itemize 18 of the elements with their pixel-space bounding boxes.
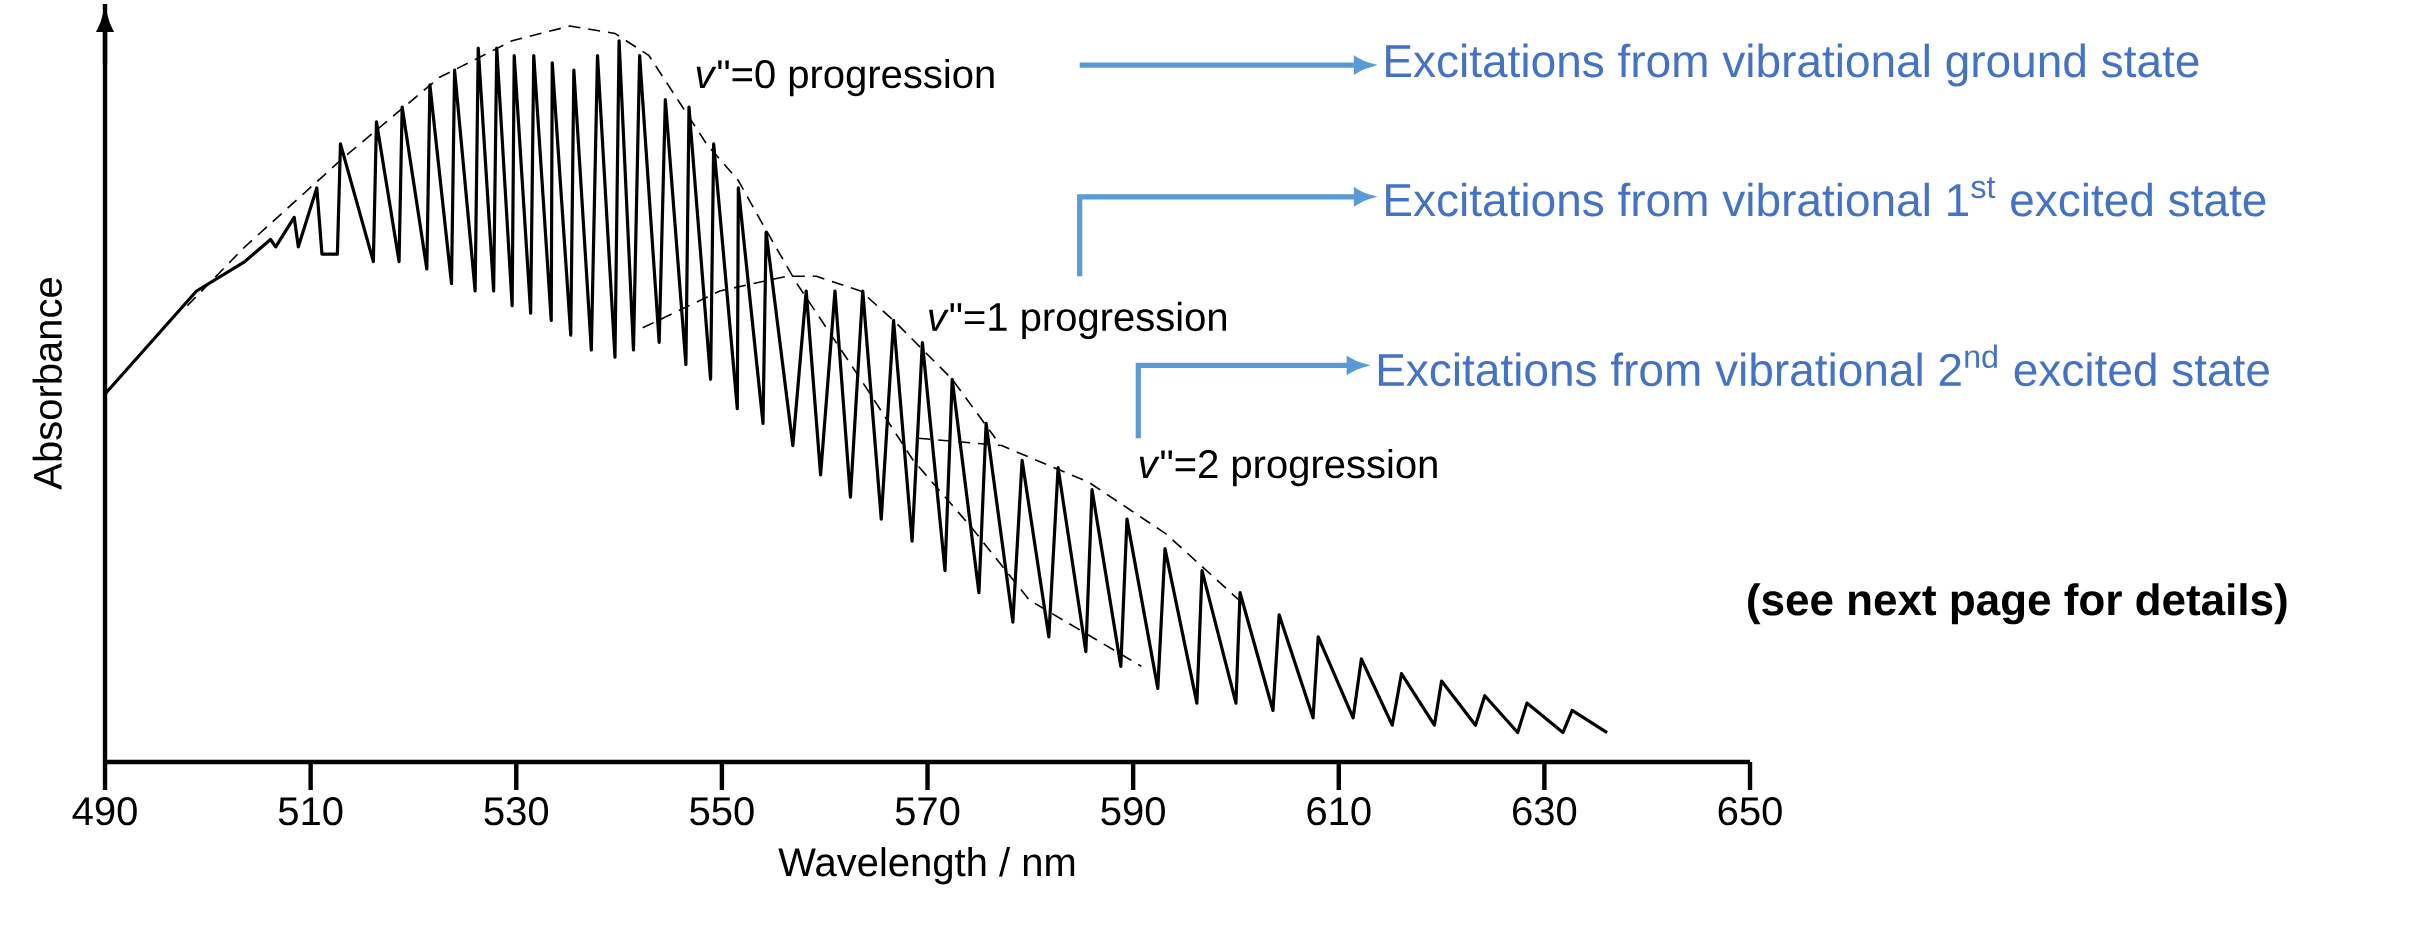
- x-tick-label: 650: [1718, 797, 1782, 826]
- x-tick-label: 570: [895, 797, 960, 826]
- y-axis-title: Absorbance: [32, 278, 62, 490]
- annotation: v"=0 progression: [696, 58, 994, 97]
- x-tick-label: 510: [278, 797, 343, 826]
- x-tick-label: 550: [690, 797, 754, 826]
- annotation: (see next page for details): [1748, 583, 2287, 625]
- x-tick-label: 590: [1101, 797, 1165, 826]
- annotation: Excitations from vibrational 2$^{nd}$ excited state: [1378, 344, 2269, 387]
- annotation: Excitations from vibrational ground state: [1386, 43, 2199, 87]
- x-tick-label: 490: [72, 797, 137, 826]
- annotation: v"=2 progression: [1139, 448, 1437, 487]
- annotation: v"=1 progression: [929, 301, 1226, 340]
- x-tick-label: 630: [1513, 797, 1577, 826]
- annotation: Excitations from vibrational 1$^{st}$ excited state: [1386, 177, 2266, 217]
- x-tick-label: 530: [484, 797, 549, 826]
- x-axis-title: Wavelength / nm: [778, 847, 1075, 885]
- x-tick-label: 610: [1307, 797, 1371, 826]
